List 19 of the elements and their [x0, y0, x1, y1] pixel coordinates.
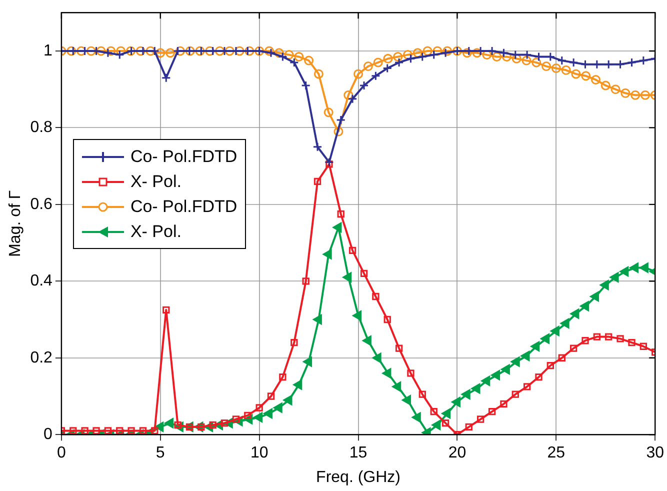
x-tick-label: 20: [448, 444, 466, 462]
y-tick-label: 0.2: [30, 349, 53, 366]
x-tick-label: 10: [250, 444, 268, 462]
legend-label: Co- Pol.FDTD: [130, 146, 238, 168]
legend-label: Co- Pol.FDTD: [130, 196, 238, 218]
y-tick-label: 0: [44, 426, 53, 444]
x-tick-label: 0: [56, 444, 66, 462]
y-tick-label: 0.4: [30, 272, 53, 290]
legend-label: X- Pol.: [130, 221, 182, 244]
x-tick-label: 25: [547, 444, 566, 462]
y-tick-label: 0.6: [30, 196, 53, 213]
x-axis-title: Freq. (GHz): [316, 468, 400, 486]
y-tick-label: 0.8: [30, 119, 53, 136]
y-tick-label: 1: [44, 42, 53, 60]
x-tick-label: 15: [349, 444, 368, 462]
x-tick-label: 30: [646, 444, 664, 462]
x-tick-label: 5: [156, 444, 165, 462]
y-axis-title: Mag. of Γ: [7, 190, 24, 257]
legend-label: X- Pol.: [130, 171, 182, 194]
